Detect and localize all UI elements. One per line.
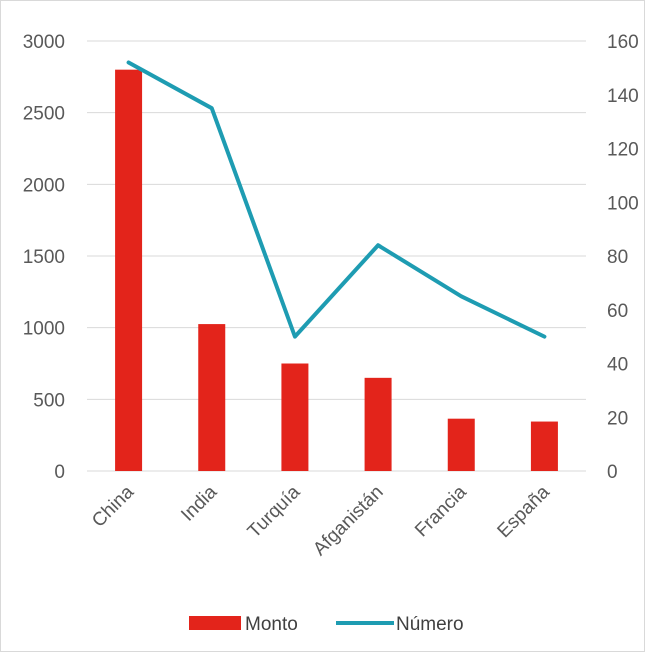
right-tick-label: 100 bbox=[607, 193, 639, 214]
line-point bbox=[211, 107, 213, 109]
legend-swatch-bar bbox=[189, 616, 241, 630]
right-tick-label: 120 bbox=[607, 140, 639, 161]
bar bbox=[447, 418, 475, 471]
category-labels: China India Turquía Afganistán Francia España bbox=[88, 481, 554, 560]
legend-label-line: Número bbox=[396, 614, 464, 635]
right-tick-label: 80 bbox=[607, 247, 628, 268]
left-tick-label: 3000 bbox=[23, 32, 65, 53]
bar bbox=[364, 377, 392, 471]
left-tick-label: 0 bbox=[54, 462, 65, 483]
right-tick-label: 0 bbox=[607, 462, 618, 483]
line-series bbox=[126, 60, 547, 339]
legend: Monto Número bbox=[189, 614, 464, 635]
bar bbox=[198, 324, 226, 471]
right-tick-label: 40 bbox=[607, 355, 628, 376]
left-tick-label: 500 bbox=[33, 390, 65, 411]
left-tick-label: 1500 bbox=[23, 247, 65, 268]
category-label: Turquía bbox=[244, 481, 305, 542]
left-axis-ticks: 0 500 1000 1500 2000 2500 3000 bbox=[23, 32, 65, 483]
line-point bbox=[460, 295, 462, 297]
right-axis-ticks: 0 20 40 60 80 100 120 140 160 bbox=[607, 32, 639, 483]
right-tick-label: 160 bbox=[607, 32, 639, 53]
line-point bbox=[377, 244, 379, 246]
right-tick-label: 140 bbox=[607, 86, 639, 107]
category-label: China bbox=[88, 481, 138, 531]
line-point bbox=[543, 336, 545, 338]
category-label: España bbox=[494, 481, 555, 542]
right-tick-label: 60 bbox=[607, 301, 628, 322]
line-point bbox=[128, 62, 130, 63]
left-tick-label: 1000 bbox=[23, 319, 65, 340]
line-point bbox=[294, 336, 296, 338]
category-label: India bbox=[177, 481, 221, 525]
bar-series bbox=[115, 69, 558, 472]
bar bbox=[530, 421, 558, 471]
legend-label-bar: Monto bbox=[245, 614, 298, 635]
bar bbox=[115, 69, 143, 472]
left-tick-label: 2500 bbox=[23, 104, 65, 125]
gridlines bbox=[87, 40, 586, 472]
right-tick-label: 20 bbox=[607, 408, 628, 429]
line-path bbox=[126, 60, 547, 339]
left-tick-label: 2000 bbox=[23, 175, 65, 196]
category-label: Afganistán bbox=[309, 482, 387, 560]
bar bbox=[281, 363, 309, 471]
category-label: Francia bbox=[411, 481, 471, 541]
